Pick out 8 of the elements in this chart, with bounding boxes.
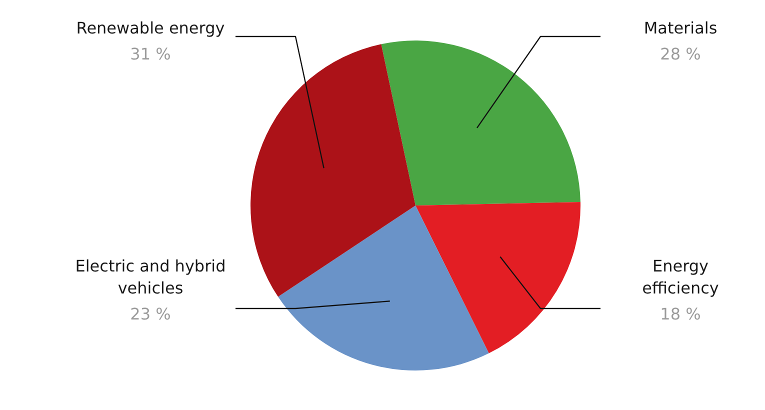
data-label: 28 % [660, 44, 701, 64]
data-label: 23 % [130, 304, 171, 324]
data-label: 18 % [660, 304, 701, 324]
slice-label: Renewable energy [76, 18, 225, 38]
slice-label: Energy efficiency [642, 256, 719, 298]
data-label: 31 % [130, 44, 171, 64]
slice-label: Materials [644, 18, 718, 38]
slice-label: Electric and hybrid vehicles [75, 256, 226, 298]
